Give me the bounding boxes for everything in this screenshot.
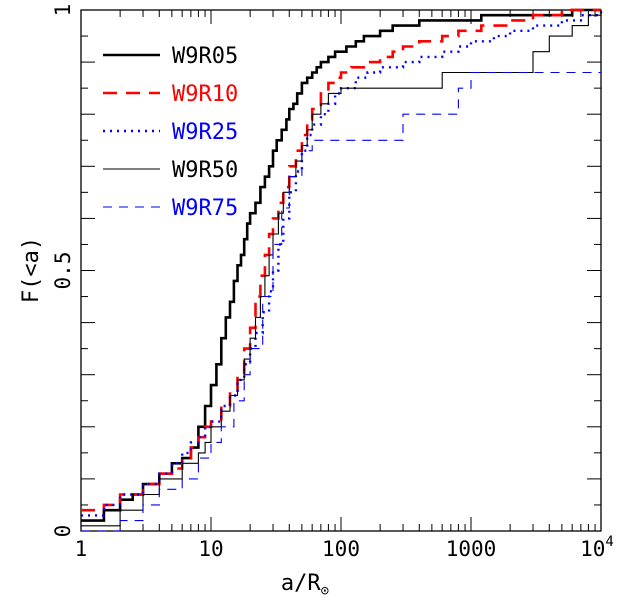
legend-label: W9R50 [172,158,238,183]
series-line-w9r25 [81,10,603,517]
x-tick-label: 1000 [446,537,497,561]
legend-label: W9R25 [172,120,238,145]
x-axis-label-main: a/R [281,571,321,596]
legend: W9R05 W9R10 W9R25 W9R50 W9R75 [103,44,238,221]
x-tick-label-exponent: 4 [605,534,613,550]
x-tick-label: 1 [75,537,88,561]
y-axis-label: F(<a) [19,237,44,303]
y-tick-label: 0.5 [51,252,75,290]
x-tick-label-base: 10 [580,537,605,561]
x-tick-label: 100 [322,537,360,561]
axis-ticks [80,9,601,532]
y-tick-label: 0 [51,525,75,538]
x-tick-label: 104 [580,534,614,561]
x-axis-label-subscript: ⊙ [321,583,330,599]
x-axis-label: a/R⊙ [281,571,330,599]
y-tick-label: 1 [51,4,75,17]
series-line-w9r05 [81,8,601,522]
legend-label: W9R05 [172,44,238,69]
series-lines [81,8,603,532]
x-tick-label: 10 [198,537,223,561]
series-line-w9r50 [81,10,602,527]
series-line-w9r75 [81,71,601,532]
legend-label: W9R10 [172,82,238,107]
legend-label: W9R75 [172,196,238,221]
series-line-w9r10 [81,8,601,512]
